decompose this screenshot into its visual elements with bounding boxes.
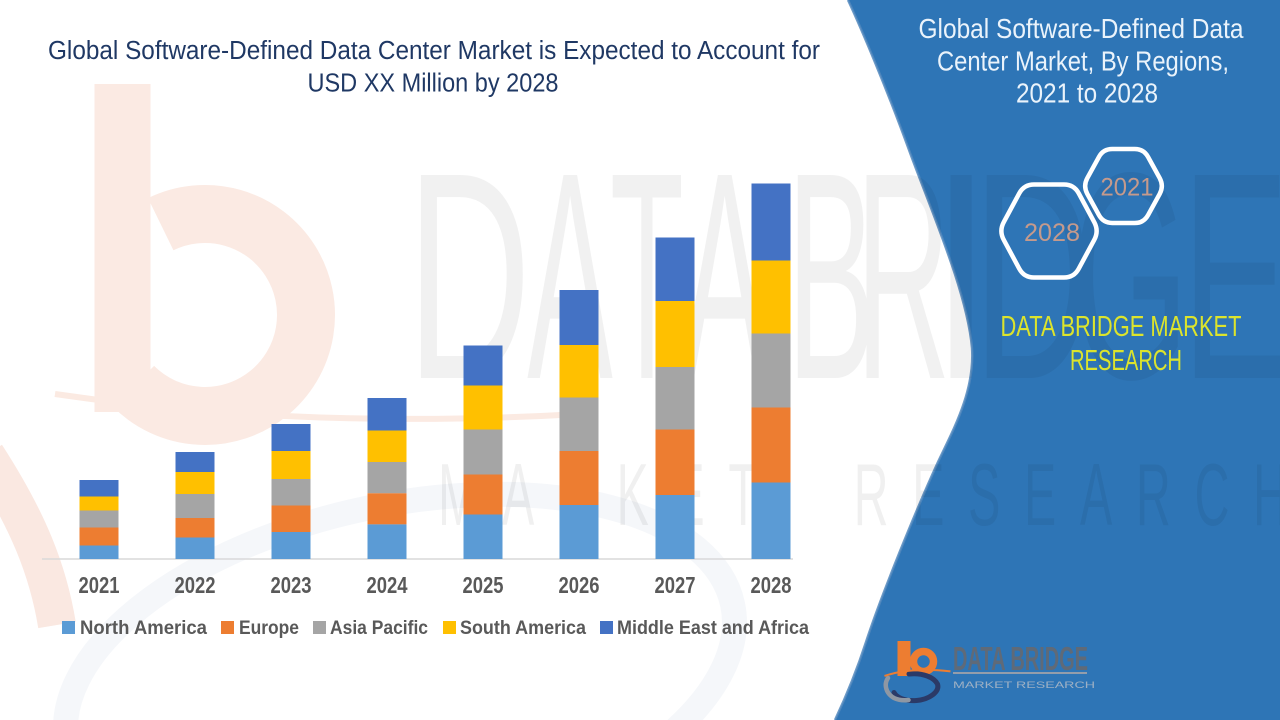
svg-text:MARKET RESEARCH: MARKET RESEARCH bbox=[953, 680, 1095, 690]
svg-text:2021: 2021 bbox=[1101, 174, 1154, 202]
svg-text:2022: 2022 bbox=[175, 572, 216, 598]
svg-text:2025: 2025 bbox=[463, 572, 504, 598]
svg-text:2021 to 2028: 2021 to 2028 bbox=[1016, 77, 1158, 108]
svg-text:2026: 2026 bbox=[559, 572, 600, 598]
svg-text:RESEARCH: RESEARCH bbox=[1070, 345, 1182, 377]
svg-text:Global Software-Defined Data C: Global Software-Defined Data Center Mark… bbox=[48, 37, 820, 65]
svg-text:2028: 2028 bbox=[751, 572, 792, 598]
svg-text:Global Software-Defined Data: Global Software-Defined Data bbox=[919, 13, 1245, 44]
svg-text:North America: North America bbox=[80, 617, 207, 639]
svg-text:Asia Pacific: Asia Pacific bbox=[330, 617, 428, 639]
svg-text:2023: 2023 bbox=[271, 572, 312, 598]
svg-text:G: G bbox=[1071, 111, 1189, 441]
svg-text:USD XX Million by 2028: USD XX Million by 2028 bbox=[308, 70, 559, 98]
svg-text:Europe: Europe bbox=[239, 617, 299, 639]
svg-text:South America: South America bbox=[460, 617, 586, 639]
svg-text:E: E bbox=[1182, 111, 1280, 441]
svg-text:2028: 2028 bbox=[1024, 219, 1080, 247]
svg-text:I: I bbox=[930, 111, 993, 441]
svg-text:B: B bbox=[787, 111, 876, 441]
svg-text:DATA BRIDGE MARKET: DATA BRIDGE MARKET bbox=[1001, 311, 1242, 343]
svg-text:Center Market, By Regions,: Center Market, By Regions, bbox=[937, 46, 1229, 77]
svg-text:2024: 2024 bbox=[367, 572, 408, 598]
svg-text:Middle East and Africa: Middle East and Africa bbox=[617, 617, 809, 639]
svg-text:DATA BRIDGE: DATA BRIDGE bbox=[953, 640, 1088, 677]
svg-text:R: R bbox=[856, 111, 951, 441]
svg-text:2021: 2021 bbox=[79, 572, 120, 598]
svg-text:2027: 2027 bbox=[655, 572, 696, 598]
